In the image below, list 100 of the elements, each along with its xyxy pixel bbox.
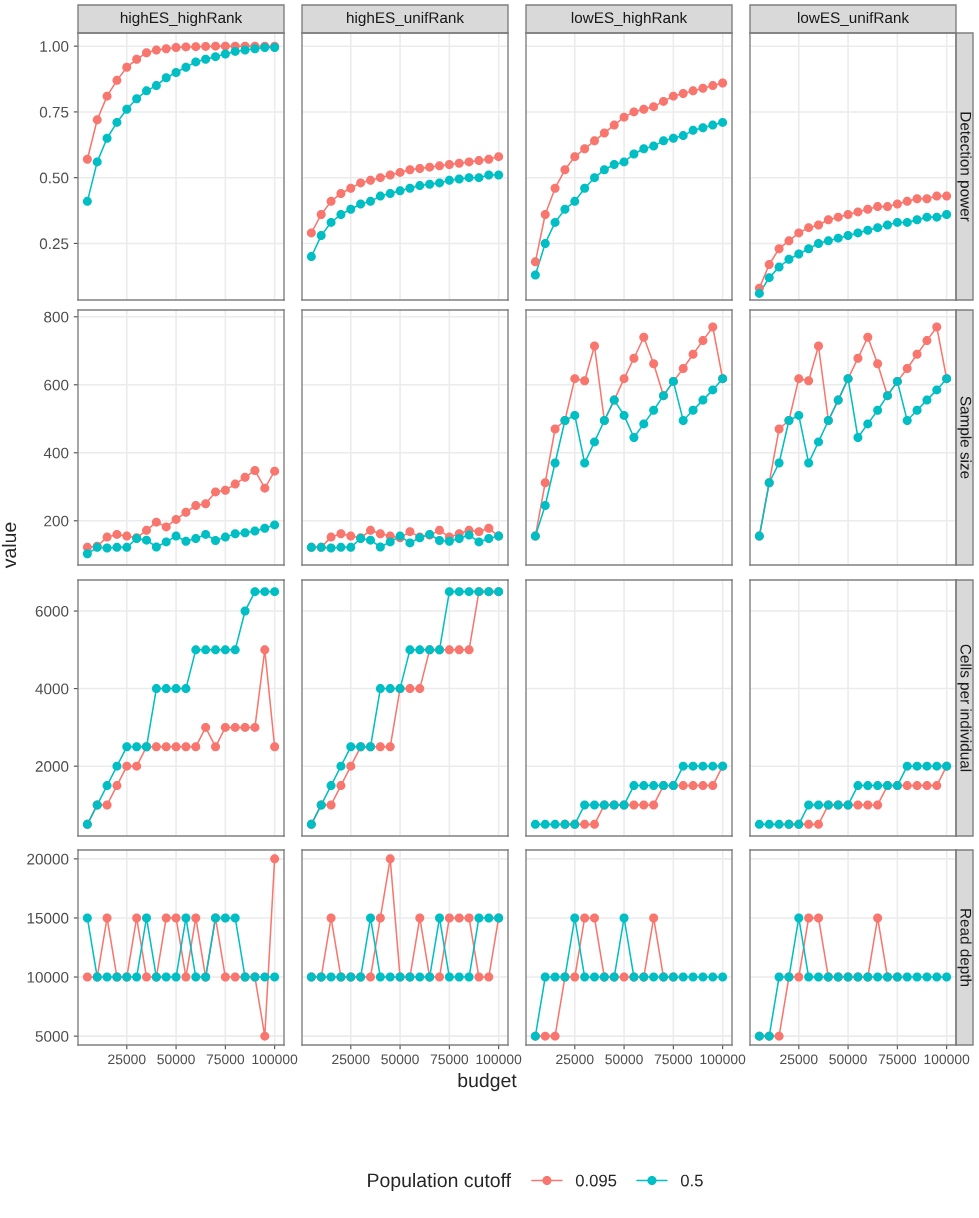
point xyxy=(171,514,181,524)
point xyxy=(912,781,922,791)
point xyxy=(932,781,942,791)
y-tick-label: 0.50 xyxy=(39,172,69,184)
point xyxy=(823,215,833,225)
point xyxy=(794,374,804,384)
point xyxy=(678,761,688,771)
point xyxy=(220,41,230,51)
y-tick-label: 800 xyxy=(44,311,69,323)
point xyxy=(316,210,326,220)
point xyxy=(171,913,181,923)
x-tick-label: 75000 xyxy=(654,1054,693,1065)
point xyxy=(82,196,92,206)
point xyxy=(230,913,240,923)
point xyxy=(902,761,912,771)
point xyxy=(326,800,336,810)
point xyxy=(250,722,260,732)
point xyxy=(619,410,629,420)
point xyxy=(151,81,161,91)
point xyxy=(649,800,659,810)
point xyxy=(550,458,560,468)
point xyxy=(530,270,540,280)
point xyxy=(708,81,718,91)
point xyxy=(454,645,464,655)
point xyxy=(250,526,260,536)
point xyxy=(316,231,326,241)
point xyxy=(230,529,240,539)
point xyxy=(356,178,366,188)
point xyxy=(629,781,639,791)
point xyxy=(82,154,92,164)
point xyxy=(580,376,590,386)
point xyxy=(668,133,678,143)
point xyxy=(784,254,794,264)
point xyxy=(92,115,102,125)
point xyxy=(270,466,280,476)
point xyxy=(668,91,678,101)
point xyxy=(464,173,474,183)
point xyxy=(260,645,270,655)
point xyxy=(270,587,280,597)
point xyxy=(375,191,385,201)
point xyxy=(599,165,609,175)
y-tick-label: 15000 xyxy=(27,912,69,924)
x-tick-label: 100000 xyxy=(700,1054,746,1065)
point xyxy=(142,48,151,58)
x-tick-label: 50000 xyxy=(829,1054,867,1065)
point xyxy=(590,819,599,829)
point xyxy=(405,538,415,548)
point xyxy=(698,395,708,405)
point xyxy=(873,405,883,415)
point xyxy=(201,529,211,539)
point xyxy=(912,349,922,359)
point xyxy=(415,181,425,191)
y-tick-label: 6000 xyxy=(35,605,69,617)
point xyxy=(814,238,823,248)
point xyxy=(678,363,688,373)
text: Sample size xyxy=(957,396,972,479)
point xyxy=(171,684,181,694)
point xyxy=(718,117,728,127)
point xyxy=(82,913,92,923)
point xyxy=(754,819,764,829)
point xyxy=(240,472,250,482)
point xyxy=(540,238,550,248)
point xyxy=(112,761,122,771)
point xyxy=(346,531,356,541)
point xyxy=(688,761,698,771)
point xyxy=(804,376,814,386)
point xyxy=(191,57,201,67)
point xyxy=(883,202,892,212)
point xyxy=(201,499,211,509)
point xyxy=(688,86,698,96)
point xyxy=(764,259,774,269)
point xyxy=(580,183,590,193)
point xyxy=(191,913,201,923)
point xyxy=(464,530,474,540)
point xyxy=(843,231,853,241)
point xyxy=(892,217,902,227)
point xyxy=(873,202,883,212)
point xyxy=(629,353,639,363)
point xyxy=(853,207,863,217)
point xyxy=(530,819,540,829)
point xyxy=(474,173,484,183)
point xyxy=(122,742,132,752)
point xyxy=(336,761,346,771)
point xyxy=(375,542,385,552)
point xyxy=(395,167,405,177)
point xyxy=(540,501,550,510)
text: Read depth xyxy=(957,909,972,987)
point xyxy=(814,341,823,351)
point xyxy=(454,533,464,543)
point xyxy=(122,542,132,552)
point xyxy=(270,742,280,752)
point xyxy=(112,75,122,85)
point xyxy=(220,49,230,59)
point xyxy=(230,722,240,732)
point xyxy=(570,196,580,206)
point xyxy=(932,385,942,395)
point xyxy=(211,645,220,655)
point xyxy=(405,183,415,193)
point xyxy=(590,136,599,146)
point xyxy=(142,525,151,535)
